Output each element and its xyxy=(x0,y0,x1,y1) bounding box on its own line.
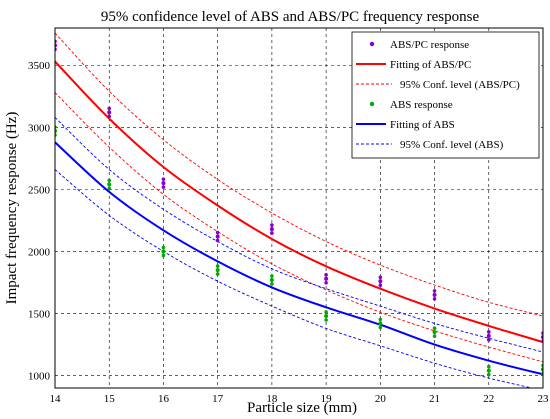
abs-pc-response-point xyxy=(378,275,383,288)
fitting-of-abs-pc-line xyxy=(55,60,543,344)
legend-box xyxy=(351,31,540,159)
95-conf-level-abs-pc-upper xyxy=(55,32,543,317)
abs-pc-response-point xyxy=(432,289,437,301)
abs-response-point xyxy=(324,310,329,322)
abs-pc-response-point xyxy=(107,106,112,119)
plot-frame xyxy=(54,27,544,389)
y-tick-label: 2000 xyxy=(28,246,51,258)
x-tick-label: 17 xyxy=(212,393,224,405)
abs-pc-response-point xyxy=(161,177,166,189)
abs-pc-response-point xyxy=(269,223,274,235)
x-tick-label: 14 xyxy=(50,393,62,405)
x-tick-label: 20 xyxy=(375,393,387,405)
x-tick-label: 16 xyxy=(158,393,170,405)
y-tick-label: 1000 xyxy=(28,371,51,383)
abs-response-point xyxy=(486,364,491,377)
abs-pc-response-point xyxy=(324,272,329,285)
abs-response-point xyxy=(269,274,274,286)
95-conf-level-abs-upper xyxy=(55,117,543,353)
y-axis-label: Impact frequency response (Hz) xyxy=(4,112,20,305)
data-layer xyxy=(55,32,543,388)
x-tick-label: 21 xyxy=(429,393,440,405)
legend-label-fitting-of-abs-pc: Fitting of ABS/PC xyxy=(390,59,471,71)
chart-title: 95% confidence level of ABS and ABS/PC f… xyxy=(101,9,480,25)
y-tick-label: 2500 xyxy=(28,184,51,196)
abs-response-point xyxy=(161,245,166,258)
abs-response-point xyxy=(215,264,220,276)
95-conf-level-abs-lower xyxy=(55,169,534,388)
x-tick-label: 15 xyxy=(104,393,116,405)
x-tick-label: 19 xyxy=(321,393,333,405)
legend-label-abs-response: ABS response xyxy=(390,99,453,111)
x-tick-label: 18 xyxy=(266,393,278,405)
legend-label-95-conf-level-abs-pc: 95% Conf. level (ABS/PC) xyxy=(400,79,520,91)
abs-response-point xyxy=(432,326,437,338)
legend: ABS/PC response Fitting of ABS/PC 95% Conf… xyxy=(351,31,540,159)
legend-label-fitting-of-abs: Fitting of ABS xyxy=(390,119,455,131)
abs-pc-response-point xyxy=(486,330,491,342)
y-tick-label: 1500 xyxy=(28,309,51,321)
legend-label-abs-pc-response: ABS/PC response xyxy=(390,39,469,51)
95-conf-level-abs-pc-lower xyxy=(55,92,543,363)
legend-label-95-conf-level-abs: 95% Conf. level (ABS) xyxy=(400,139,504,151)
abs-pc-response-point xyxy=(215,230,220,243)
y-tick-label: 3000 xyxy=(28,122,51,134)
fitting-of-abs-line xyxy=(55,141,543,376)
x-tick-label: 23 xyxy=(538,393,550,405)
x-axis-label: Particle size (mm) xyxy=(247,400,357,416)
y-tick-label: 3500 xyxy=(28,60,51,72)
abs-response-point xyxy=(378,317,383,330)
abs-response-point xyxy=(107,178,112,191)
legend-swatch-abs-pc-response xyxy=(369,41,375,47)
legend-swatch-abs-response xyxy=(369,101,375,107)
x-tick-label: 22 xyxy=(483,393,494,405)
tick-labels: 14 15 16 17 18 19 20 21 22 23 1000 1500 2000 2500 3000… xyxy=(28,60,549,405)
